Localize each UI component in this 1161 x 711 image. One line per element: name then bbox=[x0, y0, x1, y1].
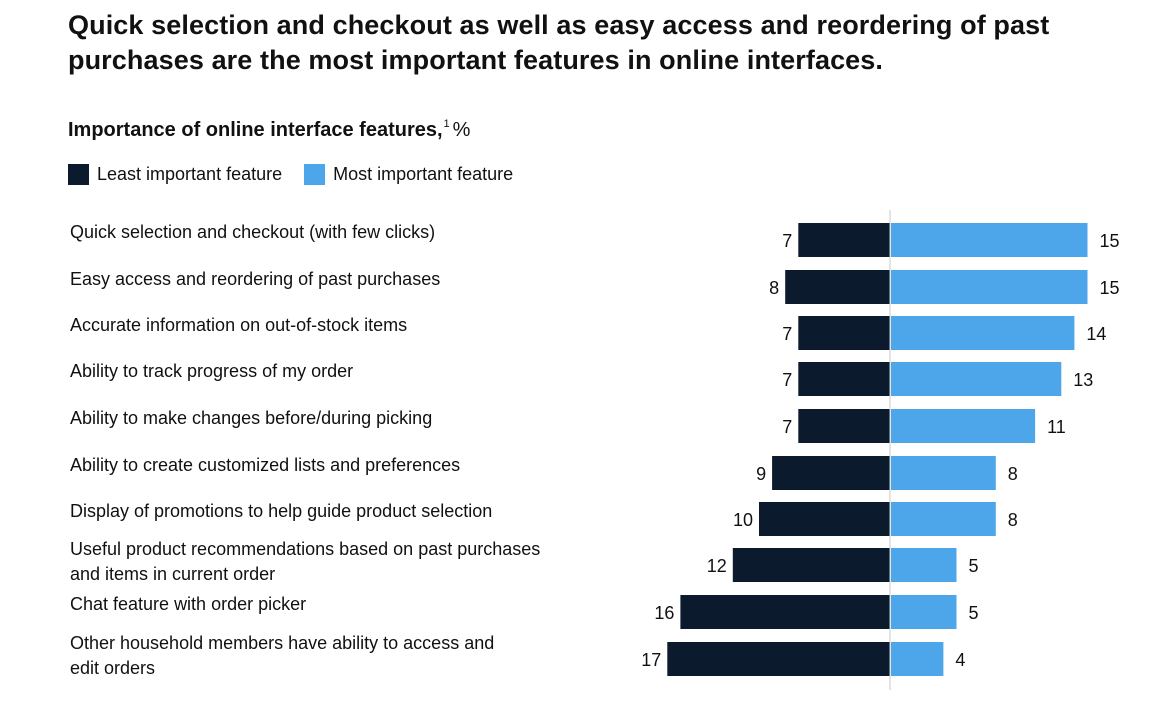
bar-least bbox=[798, 362, 890, 396]
bar-most bbox=[891, 642, 944, 676]
bar-least bbox=[798, 223, 890, 257]
category-label-line: Chat feature with order picker bbox=[70, 594, 306, 614]
category-label: Ability to make changes before/during pi… bbox=[70, 408, 432, 428]
bar-least bbox=[759, 502, 890, 536]
subtitle-footnote: 1 bbox=[443, 118, 450, 130]
bar-most bbox=[891, 270, 1088, 304]
value-label-least: 7 bbox=[782, 370, 792, 390]
bar-least bbox=[680, 595, 890, 629]
bar-least bbox=[772, 456, 890, 490]
value-label-most: 5 bbox=[969, 603, 979, 623]
value-label-least: 16 bbox=[654, 603, 674, 623]
category-label: Display of promotions to help guide prod… bbox=[70, 501, 492, 521]
legend-label-least: Least important feature bbox=[97, 164, 283, 184]
category-label-line: Quick selection and checkout (with few c… bbox=[70, 222, 435, 242]
bar-most bbox=[891, 456, 996, 490]
bar-most bbox=[891, 502, 996, 536]
bar-least bbox=[798, 316, 890, 350]
category-label: Useful product recommendations based on … bbox=[70, 539, 540, 584]
value-label-least: 17 bbox=[641, 650, 661, 670]
value-label-least: 7 bbox=[782, 231, 792, 251]
value-label-least: 7 bbox=[782, 417, 792, 437]
legend-swatch-least bbox=[68, 164, 89, 185]
value-label-most: 15 bbox=[1100, 231, 1120, 251]
category-label-line: Ability to track progress of my order bbox=[70, 361, 353, 381]
legend-item-least: Least important feature bbox=[68, 164, 282, 185]
bar-most bbox=[891, 548, 957, 582]
legend-label-most: Most important feature bbox=[333, 164, 514, 184]
value-label-least: 9 bbox=[756, 464, 766, 484]
value-label-most: 5 bbox=[969, 556, 979, 576]
bar-most bbox=[891, 595, 957, 629]
chart-legend: Least important feature Most important f… bbox=[68, 164, 535, 185]
value-label-least: 8 bbox=[769, 278, 779, 298]
category-label-line: Easy access and reordering of past purch… bbox=[70, 269, 440, 289]
bar-most bbox=[891, 362, 1062, 396]
category-label: Other household members have ability to … bbox=[70, 633, 494, 678]
category-label-line: Other household members have ability to … bbox=[70, 633, 494, 653]
category-label: Easy access and reordering of past purch… bbox=[70, 269, 440, 289]
category-label: Quick selection and checkout (with few c… bbox=[70, 222, 435, 242]
bar-most bbox=[891, 409, 1036, 443]
bar-least bbox=[798, 409, 890, 443]
bar-least bbox=[785, 270, 890, 304]
category-label-line: edit orders bbox=[70, 658, 155, 678]
value-label-most: 4 bbox=[955, 650, 965, 670]
chart-title: Quick selection and checkout as well as … bbox=[68, 10, 1050, 75]
subtitle-text: Importance of online interface features, bbox=[68, 119, 443, 141]
bar-most bbox=[891, 223, 1088, 257]
chart-subtitle: Importance of online interface features,… bbox=[68, 111, 470, 143]
value-label-most: 8 bbox=[1008, 510, 1018, 530]
value-label-most: 8 bbox=[1008, 464, 1018, 484]
value-label-most: 13 bbox=[1073, 370, 1093, 390]
value-label-least: 12 bbox=[707, 556, 727, 576]
value-label-most: 11 bbox=[1047, 417, 1066, 437]
legend-swatch-most bbox=[304, 164, 326, 185]
category-label: Chat feature with order picker bbox=[70, 594, 306, 614]
value-label-least: 10 bbox=[733, 510, 753, 530]
category-label-line: Accurate information on out-of-stock ite… bbox=[70, 315, 407, 335]
category-label-line: Useful product recommendations based on … bbox=[70, 539, 540, 559]
subtitle-unit: % bbox=[452, 119, 471, 141]
category-label-line: Ability to create customized lists and p… bbox=[70, 455, 460, 475]
bar-least bbox=[732, 548, 890, 582]
value-label-least: 7 bbox=[782, 324, 792, 344]
value-label-most: 14 bbox=[1086, 324, 1106, 344]
category-label-line: Ability to make changes before/during pi… bbox=[70, 408, 432, 428]
category-label-line: Display of promotions to help guide prod… bbox=[70, 501, 492, 521]
category-label-line: and items in current order bbox=[70, 564, 275, 584]
bar-most bbox=[891, 316, 1075, 350]
category-label: Ability to track progress of my order bbox=[70, 361, 353, 381]
value-label-most: 15 bbox=[1100, 278, 1120, 298]
legend-item-most: Most important feature bbox=[304, 164, 513, 185]
bar-least bbox=[667, 642, 890, 676]
category-label: Ability to create customized lists and p… bbox=[70, 455, 460, 475]
category-label: Accurate information on out-of-stock ite… bbox=[70, 315, 407, 335]
